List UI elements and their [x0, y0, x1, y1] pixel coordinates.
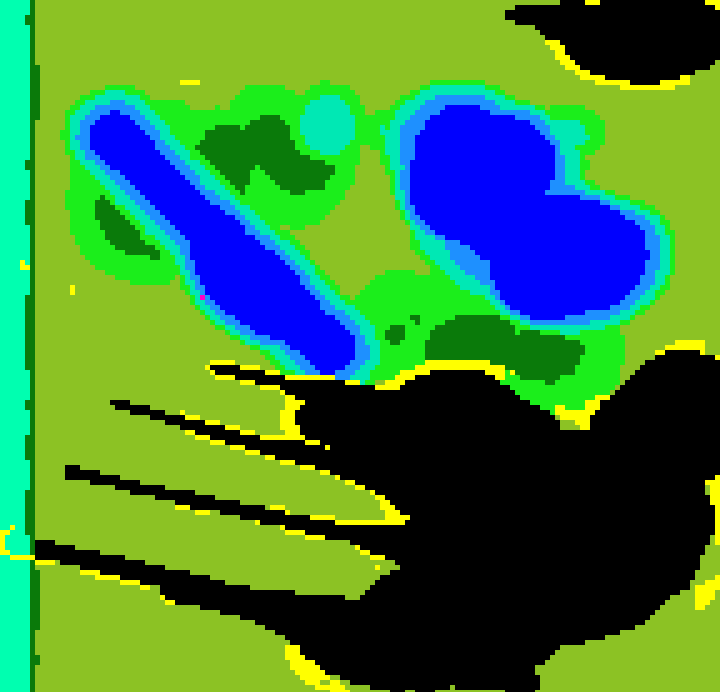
classified-raster-canvas[interactable] — [0, 0, 720, 692]
raster-map-viewport[interactable] — [0, 0, 720, 692]
